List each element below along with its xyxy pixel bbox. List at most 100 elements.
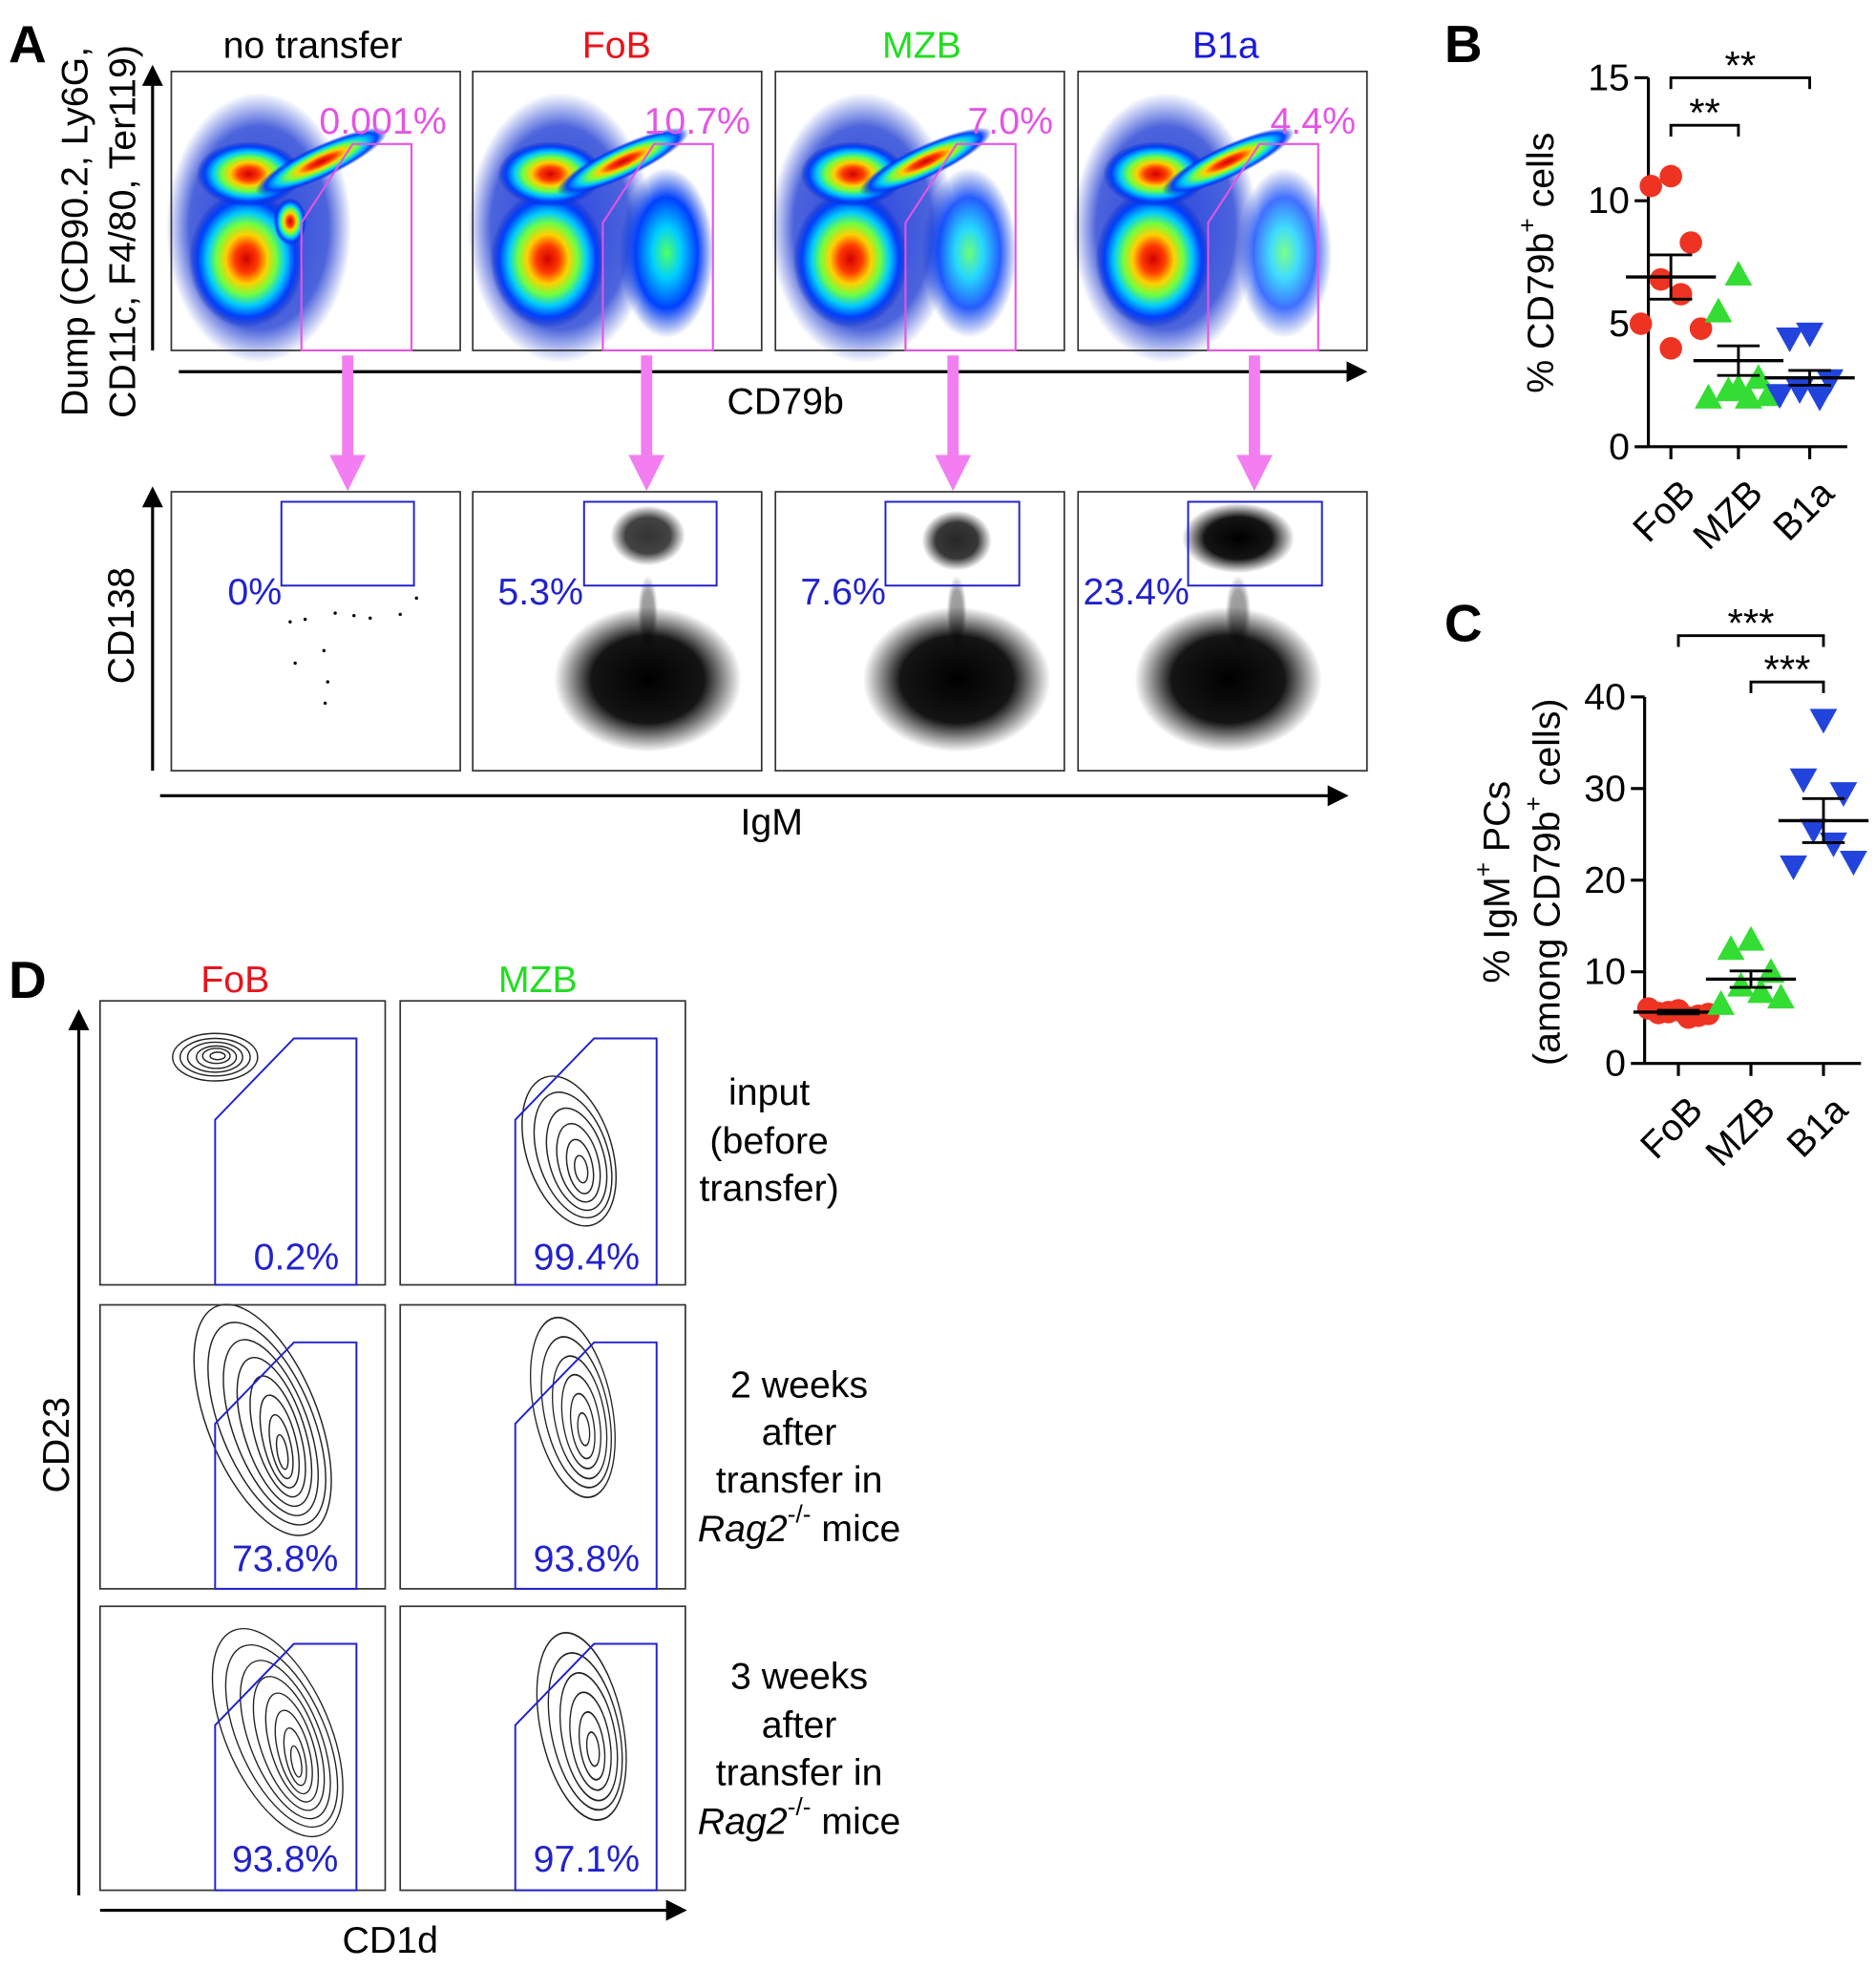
text: mice xyxy=(811,1801,900,1843)
data-point xyxy=(1767,984,1795,1009)
row-label: 3 weeks xyxy=(730,1656,868,1698)
column-title: no transfer xyxy=(223,24,403,66)
gate-percent: 93.8% xyxy=(534,1537,640,1579)
density-plot xyxy=(769,71,1065,364)
gate-percent: 0% xyxy=(227,571,282,613)
axis-label: Dump (CD90.2, Ly6G, xyxy=(54,47,96,416)
gate-percent: 0.2% xyxy=(254,1237,340,1279)
data-point xyxy=(1780,855,1807,880)
y-tick-label: 10 xyxy=(1584,951,1626,993)
panel-d: FoB MZB 0.2% 99.4% 73.8% 93.8% 93.8% 97.… xyxy=(35,959,900,1961)
y-tick-label: 0 xyxy=(1605,1043,1626,1085)
data-point xyxy=(1737,925,1765,951)
density-plot xyxy=(166,71,461,364)
x-tick-label: MZB xyxy=(1685,472,1771,558)
density-plot xyxy=(467,71,763,364)
contour-plot xyxy=(399,1000,686,1286)
significance-bracket xyxy=(1676,634,1825,647)
row-label: transfer) xyxy=(699,1168,838,1210)
data-point xyxy=(1747,978,1775,1004)
data-point xyxy=(1840,851,1867,876)
column-title: B1a xyxy=(1192,24,1259,66)
significance-bracket xyxy=(1669,123,1740,137)
gate-percent: 10.7% xyxy=(644,100,750,142)
axis-label: CD23 xyxy=(35,1397,77,1492)
data-point xyxy=(1679,231,1702,254)
dot-plot xyxy=(774,491,1065,772)
data-point xyxy=(1776,327,1804,352)
y-tick-label: 5 xyxy=(1609,303,1630,345)
column-title: MZB xyxy=(498,959,578,1001)
column-title: FoB xyxy=(200,959,269,1001)
superscript: + xyxy=(1519,796,1548,811)
row-label: (before xyxy=(709,1120,829,1162)
x-tick-label: FoB xyxy=(1633,1089,1711,1167)
gate-percent: 0.001% xyxy=(319,100,446,142)
text: PCs xyxy=(1476,781,1518,862)
y-axis-label: (among CD79b+ cells) xyxy=(1519,699,1568,1066)
significance-bracket xyxy=(1669,75,1812,90)
data-point xyxy=(1695,383,1722,409)
data-point xyxy=(1800,818,1827,844)
italic: Rag2 xyxy=(698,1508,788,1550)
data-point xyxy=(1707,989,1735,1015)
axis-label: CD11c, F4/80, Ter119) xyxy=(101,45,143,418)
contour-plot xyxy=(98,1605,387,1892)
superscript: -/- xyxy=(788,1499,812,1528)
y-tick-label: 0 xyxy=(1609,426,1630,468)
data-point xyxy=(1789,768,1818,794)
text: % CD79b xyxy=(1520,233,1562,393)
superscript: -/- xyxy=(788,1792,812,1821)
axis-label: CD79b xyxy=(727,381,844,423)
data-point xyxy=(1765,384,1794,410)
gate-percent: 4.4% xyxy=(1270,100,1356,142)
gate-percent: 7.0% xyxy=(967,100,1053,142)
data-point xyxy=(1809,709,1838,734)
data-point xyxy=(1820,832,1847,857)
data-point xyxy=(1829,782,1858,808)
y-tick-label: 40 xyxy=(1584,676,1626,718)
gate-percent: 7.6% xyxy=(800,571,886,613)
significance-label: ** xyxy=(1689,91,1720,136)
data-point xyxy=(1805,386,1834,412)
panel-label: A xyxy=(9,14,47,74)
data-point xyxy=(1724,261,1753,286)
data-point xyxy=(1629,312,1653,335)
row-label: input xyxy=(728,1071,810,1113)
row-label: after xyxy=(762,1704,837,1746)
data-point xyxy=(1704,297,1733,323)
x-tick-label: MZB xyxy=(1697,1089,1783,1174)
superscript: + xyxy=(1513,218,1542,232)
data-point xyxy=(1717,935,1745,961)
data-point xyxy=(1816,369,1844,394)
dot-plot xyxy=(170,491,461,772)
axis-label: CD1d xyxy=(342,1919,437,1961)
density-plot xyxy=(1072,71,1368,364)
data-point xyxy=(1724,373,1753,399)
data-point xyxy=(1659,337,1682,360)
gate-percent: 93.8% xyxy=(232,1838,338,1880)
y-tick-label: 20 xyxy=(1584,859,1626,901)
panel-label: D xyxy=(9,950,47,1009)
row-label: transfer in xyxy=(716,1459,883,1501)
column-title: MZB xyxy=(882,24,961,66)
gate-percent: 5.3% xyxy=(497,571,583,613)
axis-label: IgM xyxy=(741,801,804,843)
text: cells xyxy=(1520,133,1562,219)
contour-plot xyxy=(399,1301,686,1590)
contour-plot xyxy=(399,1605,686,1892)
dot-plot xyxy=(1077,491,1368,772)
axis-label: CD138 xyxy=(100,567,142,684)
text: mice xyxy=(811,1508,900,1550)
row-label: 2 weeks xyxy=(730,1364,868,1406)
panel-label: B xyxy=(1444,14,1483,74)
gate-percent: 99.4% xyxy=(534,1237,640,1279)
text: (among CD79b xyxy=(1526,811,1568,1065)
dot-plot xyxy=(472,491,763,772)
significance-label: ** xyxy=(1725,43,1757,88)
y-tick-label: 30 xyxy=(1584,768,1626,810)
row-label: after xyxy=(762,1411,837,1453)
text: cells) xyxy=(1526,699,1568,797)
x-tick-label: FoB xyxy=(1625,472,1703,550)
